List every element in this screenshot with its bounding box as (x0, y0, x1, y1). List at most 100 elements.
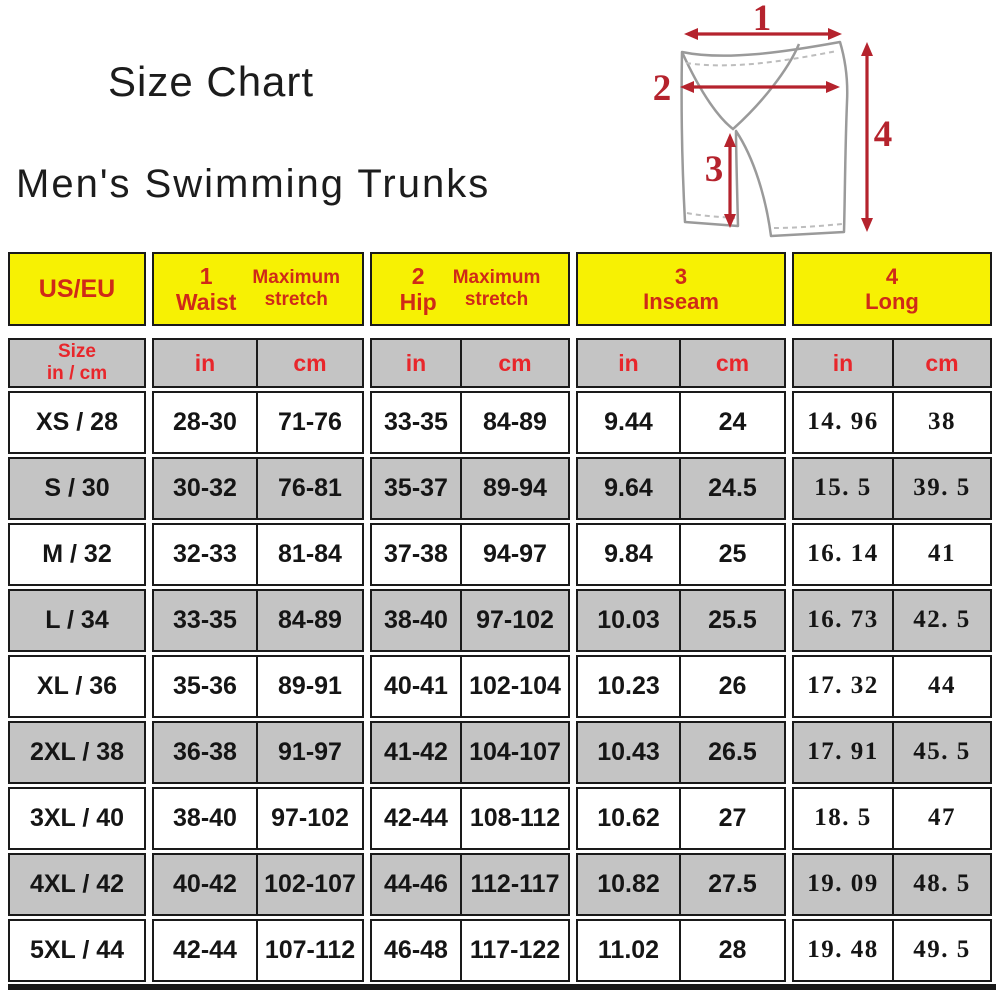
cell-waist_cm: 81-84 (258, 523, 364, 586)
waist-arrow-label: 1 (753, 0, 772, 39)
waistband-stitching (685, 50, 838, 67)
cell-inseam_cm: 27 (681, 787, 786, 850)
cell-hip_in: 44-46 (370, 853, 462, 916)
cell-hip_in: 41-42 (370, 721, 462, 784)
cell-inseam_in: 9.44 (576, 391, 681, 454)
cell-hip_in: 40-41 (370, 655, 462, 718)
table-row: 5XL / 44 42-44 107-112 46-48 117-122 11.02 28 1… (8, 919, 992, 982)
waist-arrowhead-left (684, 28, 698, 40)
cell-waist_cm: 76-81 (258, 457, 364, 520)
cell-long_in: 16. 73 (792, 589, 894, 652)
unit-header-inseam-cm: cm (681, 338, 786, 388)
group-header-long: 4 Long (792, 252, 992, 326)
cell-hip_cm: 112-117 (462, 853, 570, 916)
size-unit-header: Size in / cm (8, 338, 146, 388)
long-arrow-label: 4 (874, 114, 893, 155)
cell-waist_in: 33-35 (152, 589, 258, 652)
cell-long_in: 19. 09 (792, 853, 894, 916)
hip-group-number: 2 (411, 262, 425, 289)
hip-arrowhead-left (680, 81, 694, 93)
cell-hip_cm: 117-122 (462, 919, 570, 982)
cell-long_cm: 49. 5 (894, 919, 992, 982)
table-row: 2XL / 38 36-38 91-97 41-42 104-107 10.43 26.5 1… (8, 721, 992, 784)
cell-inseam_cm: 26.5 (681, 721, 786, 784)
cell-waist_cm: 97-102 (258, 787, 364, 850)
cell-inseam_in: 10.03 (576, 589, 681, 652)
table-group-header-row: US/EU 1 Waist Maximum stretch 2 Hip (8, 252, 992, 326)
cell-waist_in: 38-40 (152, 787, 258, 850)
inseam-group-number: 3 (674, 263, 688, 289)
page-title: Size Chart (108, 58, 315, 105)
unit-header-hip-cm: cm (462, 338, 570, 388)
cell-inseam_in: 10.43 (576, 721, 681, 784)
cell-hip_in: 33-35 (370, 391, 462, 454)
table-bottom-border (8, 984, 996, 990)
long-arrowhead-top (861, 42, 873, 56)
unit-header-inseam-in: in (576, 338, 681, 388)
cell-size: M / 32 (8, 523, 146, 586)
cell-inseam_cm: 25 (681, 523, 786, 586)
cell-long_cm: 39. 5 (894, 457, 992, 520)
cell-long_in: 16. 14 (792, 523, 894, 586)
cell-waist_in: 32-33 (152, 523, 258, 586)
cell-long_in: 14. 96 (792, 391, 894, 454)
cell-hip_cm: 97-102 (462, 589, 570, 652)
cell-inseam_in: 10.23 (576, 655, 681, 718)
hip-arrow-label: 2 (653, 68, 672, 109)
corner-header-label: US/EU (38, 274, 116, 303)
cell-hip_cm: 94-97 (462, 523, 570, 586)
cell-long_cm: 44 (894, 655, 992, 718)
waist-group-number: 1 (199, 262, 213, 289)
cell-size: S / 30 (8, 457, 146, 520)
cell-waist_cm: 71-76 (258, 391, 364, 454)
long-arrowhead-bottom (861, 218, 873, 232)
cell-long_in: 19. 48 (792, 919, 894, 982)
cell-hip_cm: 89-94 (462, 457, 570, 520)
cell-inseam_cm: 25.5 (681, 589, 786, 652)
unit-header-waist-in: in (152, 338, 258, 388)
cell-long_in: 17. 91 (792, 721, 894, 784)
cell-inseam_cm: 28 (681, 919, 786, 982)
trunks-outline (680, 40, 849, 238)
cell-waist_cm: 89-91 (258, 655, 364, 718)
left-hem-stitching (686, 212, 736, 219)
cell-waist_cm: 84-89 (258, 589, 364, 652)
cell-waist_in: 28-30 (152, 391, 258, 454)
table-row: XL / 36 35-36 89-91 40-41 102-104 10.23 26 17. … (8, 655, 992, 718)
cell-waist_in: 30-32 (152, 457, 258, 520)
cell-long_cm: 38 (894, 391, 992, 454)
cell-hip_in: 35-37 (370, 457, 462, 520)
cell-long_in: 17. 32 (792, 655, 894, 718)
cell-hip_in: 46-48 (370, 919, 462, 982)
cell-inseam_cm: 24 (681, 391, 786, 454)
cell-inseam_cm: 26 (681, 655, 786, 718)
cell-long_cm: 48. 5 (894, 853, 992, 916)
hip-arrowhead-right (826, 81, 840, 93)
cell-size: 3XL / 40 (8, 787, 146, 850)
inseam-arrowhead-top (724, 133, 736, 147)
table-unit-header-row: Size in / cm in cm in cm in cm in cm (8, 338, 992, 388)
long-group-name: Long (865, 289, 919, 314)
cell-waist_cm: 107-112 (258, 919, 364, 982)
table-row: XS / 28 28-30 71-76 33-35 84-89 9.44 24 14. 96 3… (8, 391, 992, 454)
cell-inseam_in: 10.62 (576, 787, 681, 850)
table-row: M / 32 32-33 81-84 37-38 94-97 9.84 25 16. 14 41 (8, 523, 992, 586)
cell-waist_cm: 102-107 (258, 853, 364, 916)
cell-hip_cm: 84-89 (462, 391, 570, 454)
size-table-body: XS / 28 28-30 71-76 33-35 84-89 9.44 24 14. 96 3… (8, 391, 992, 982)
long-group-number: 4 (885, 263, 899, 289)
group-header-inseam: 3 Inseam (576, 252, 786, 326)
size-header-line2: in / cm (46, 363, 108, 384)
cell-size: 2XL / 38 (8, 721, 146, 784)
unit-header-long-cm: cm (894, 338, 992, 388)
unit-header-long-in: in (792, 338, 894, 388)
cell-hip_in: 37-38 (370, 523, 462, 586)
inseam-arrow-label: 3 (705, 149, 724, 190)
cell-inseam_in: 11.02 (576, 919, 681, 982)
page-subtitle: Men's Swimming Trunks (16, 162, 491, 206)
table-row: 3XL / 40 38-40 97-102 42-44 108-112 10.62 27 18… (8, 787, 992, 850)
cell-waist_in: 40-42 (152, 853, 258, 916)
cell-long_cm: 45. 5 (894, 721, 992, 784)
cell-inseam_in: 10.82 (576, 853, 681, 916)
